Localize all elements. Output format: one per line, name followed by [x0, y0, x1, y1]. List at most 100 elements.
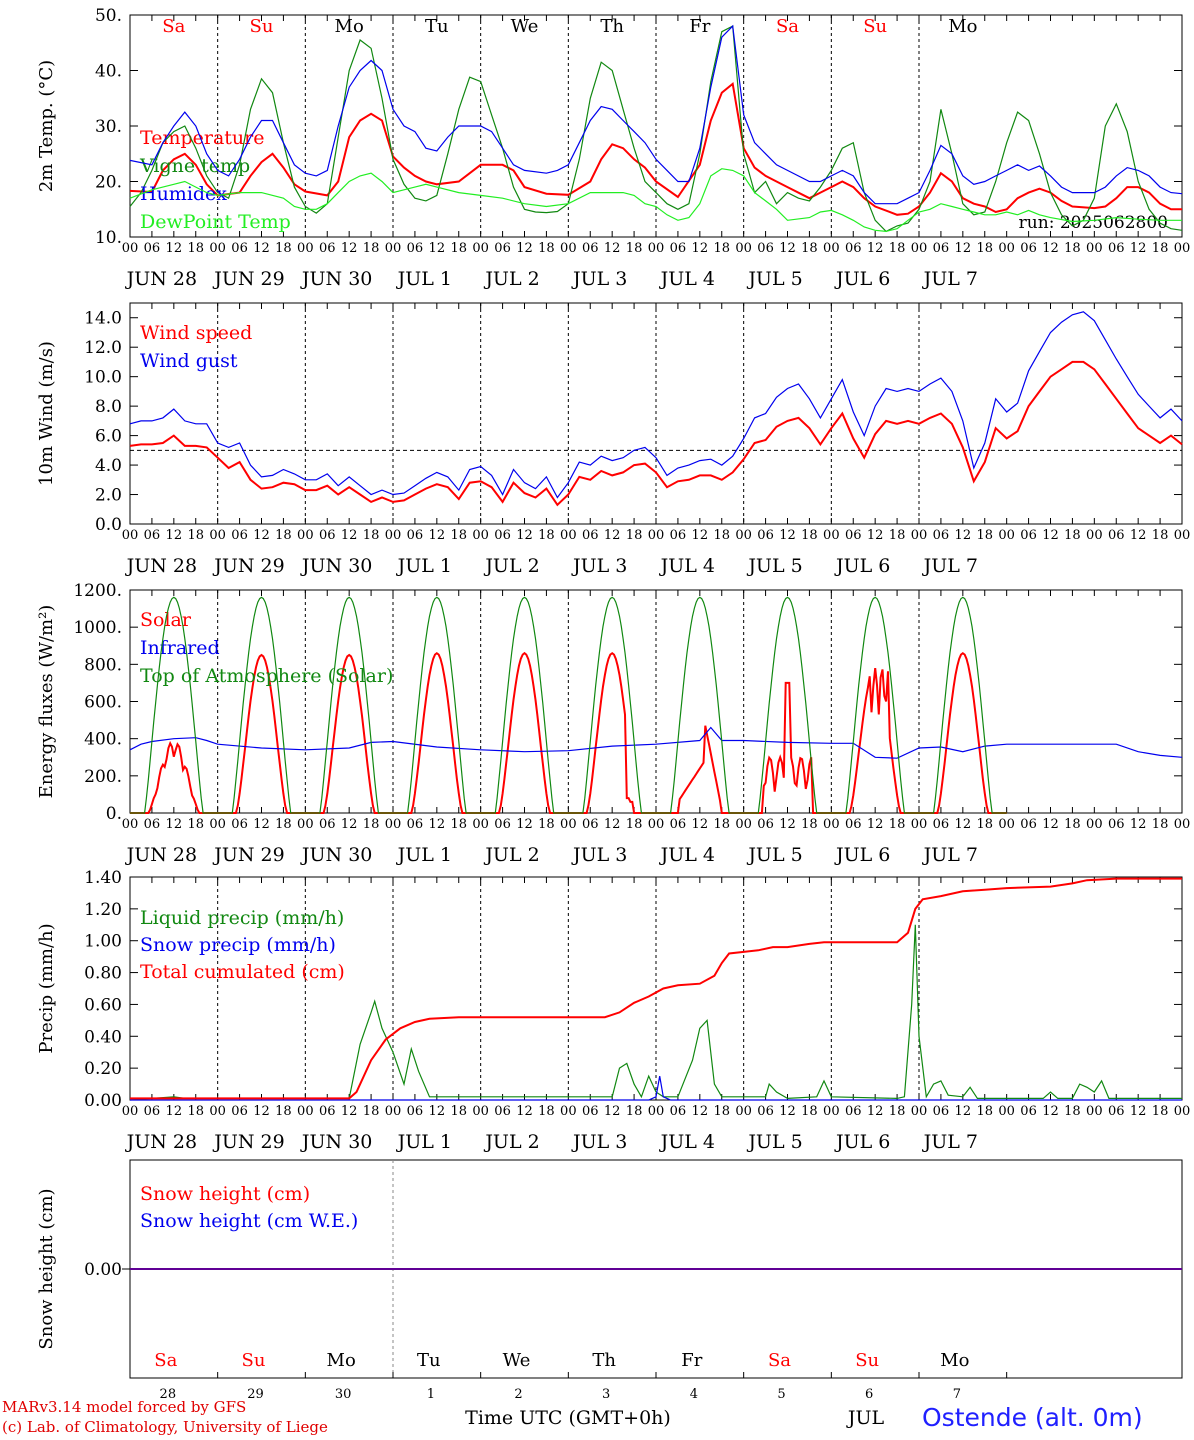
panel-energy-hour-label: 06 [494, 817, 511, 832]
panel-wind-ylabel: 10m Wind (m/s) [36, 341, 57, 486]
panel-snow-legend-red: Snow height (cm) [140, 1183, 310, 1205]
bottom-day-label: Sa [154, 1350, 177, 1371]
panel-precip-date-label: JUL 2 [483, 1131, 539, 1153]
panel-temp-hour-label: 12 [429, 241, 446, 256]
panel-temp-hour-label: 18 [363, 241, 380, 256]
panel-energy-hour-label: 12 [166, 817, 183, 832]
panel-precip-hour-label: 00 [735, 1104, 752, 1119]
panel-precip-hour-label: 18 [713, 1104, 730, 1119]
panel-energy-hour-label: 06 [1020, 817, 1037, 832]
panel-wind-hour-label: 06 [144, 528, 161, 543]
panel-wind-date-label: JUN 28 [125, 555, 197, 577]
credit-lab: (c) Lab. of Climatology, University of L… [2, 1418, 328, 1436]
bottom-day-label: Su [242, 1350, 266, 1371]
panel-temp-hour-label: 00 [998, 241, 1015, 256]
panel-temp-date-label: JUN 28 [125, 268, 197, 290]
panel-temp-date-label: JUN 30 [300, 268, 372, 290]
panel-temp-hour-label: 00 [297, 241, 314, 256]
panel-precip-hour-label: 00 [911, 1104, 928, 1119]
panel-temp-hour-label: 06 [582, 241, 599, 256]
panel-temp-hour-label: 00 [1174, 241, 1191, 256]
panel-precip-hour-label: 06 [319, 1104, 336, 1119]
bottom-day-label: Mo [940, 1350, 969, 1371]
panel-wind-hour-label: 18 [363, 528, 380, 543]
panel-energy-hour-label: 18 [450, 817, 467, 832]
panel-energy-hour-label: 06 [231, 817, 248, 832]
panel-precip-hour-label: 00 [209, 1104, 226, 1119]
panel-wind-hour-label: 12 [341, 528, 358, 543]
panel-precip-hour-label: 18 [801, 1104, 818, 1119]
panel-energy-hour-label: 18 [801, 817, 818, 832]
panel-temp-series-blue [129, 24, 1183, 205]
panel-energy-date-label: JUL 3 [571, 844, 627, 866]
panel-precip-hour-label: 18 [1064, 1104, 1081, 1119]
panel-energy-y-tick-label: 1200. [73, 581, 122, 601]
panel-temp-hour-label: 18 [187, 241, 204, 256]
panel-temp-hour-label: 06 [757, 241, 774, 256]
panel-temp-hour-label: 06 [407, 241, 424, 256]
day-label: Sa [162, 16, 185, 37]
panel-wind-date-label: JUL 5 [746, 555, 802, 577]
panel-energy-hour-label: 18 [1064, 817, 1081, 832]
panel-wind-hour-label: 18 [801, 528, 818, 543]
panel-wind-date-label: JUL 7 [922, 555, 978, 577]
panel-wind-hour-label: 00 [122, 528, 139, 543]
panel-temp-hour-label: 00 [209, 241, 226, 256]
panel-snow-y-tick-label: 0.00 [84, 1260, 122, 1280]
panel-energy-hour-label: 12 [867, 817, 884, 832]
panel-energy-hour-label: 18 [1152, 817, 1169, 832]
panel-wind-hour-label: 12 [1042, 528, 1059, 543]
bottom-day-label: Mo [327, 1350, 356, 1371]
panel-wind-hour-label: 12 [604, 528, 621, 543]
panel-energy-frame [129, 589, 1183, 814]
panel-precip-y-tick-label: 0.40 [84, 1027, 122, 1047]
panel-energy-hour-label: 18 [713, 817, 730, 832]
day-label: Fr [689, 16, 710, 37]
panel-precip-series-blue [130, 1075, 1182, 1101]
panel-energy-hour-label: 18 [976, 817, 993, 832]
panel-temp-hour-label: 00 [472, 241, 489, 256]
panel-wind-y-tick-label: 6.0 [95, 427, 122, 447]
panel-temp-legend-red: Temperature [140, 127, 264, 149]
panel-temp-hour-label: 00 [1086, 241, 1103, 256]
panel-precip-hour-label: 06 [144, 1104, 161, 1119]
panel-precip-hour-label: 18 [275, 1104, 292, 1119]
panel-wind-series-blue [129, 311, 1183, 499]
panel-precip-hour-label: 00 [560, 1104, 577, 1119]
panel-energy-date-label: JUN 28 [125, 844, 197, 866]
panel-precip-hour-label: 12 [253, 1104, 270, 1119]
panel-temp-hour-label: 18 [801, 241, 818, 256]
panel-wind-series-red [129, 360, 1183, 507]
panel-wind-hour-label: 00 [209, 528, 226, 543]
panel-energy-y-tick-label: 800. [84, 655, 122, 675]
panel-precip-date-label: JUL 1 [396, 1131, 452, 1153]
bottom-day-number: 5 [777, 1387, 785, 1402]
day-label: Sa [776, 16, 799, 37]
panel-energy-hour-label: 12 [516, 817, 533, 832]
panel-energy-hour-label: 06 [845, 817, 862, 832]
panel-energy-hour-label: 00 [472, 817, 489, 832]
panel-temp-hour-label: 00 [735, 241, 752, 256]
panel-energy-series-blue [129, 726, 1183, 759]
bottom-day-label: We [503, 1350, 531, 1371]
day-label: Su [863, 16, 887, 37]
panel-temp-date-label: JUL 6 [834, 268, 890, 290]
panel-wind-hour-label: 06 [407, 528, 424, 543]
panel-wind-hour-label: 18 [713, 528, 730, 543]
panel-temp-hour-label: 06 [1020, 241, 1037, 256]
panel-energy-hour-label: 12 [692, 817, 709, 832]
panel-energy-hour-label: 12 [1042, 817, 1059, 832]
day-label: We [511, 16, 539, 37]
panel-wind-hour-label: 12 [779, 528, 796, 543]
panel-energy-hour-label: 00 [735, 817, 752, 832]
panel-precip-hour-label: 12 [955, 1104, 972, 1119]
panel-wind-hour-label: 00 [472, 528, 489, 543]
panel-precip-hour-label: 00 [1174, 1104, 1191, 1119]
panel-precip-hour-label: 12 [1042, 1104, 1059, 1119]
panel-precip-hour-label: 06 [582, 1104, 599, 1119]
panel-temp-hour-label: 06 [319, 241, 336, 256]
panel-precip-y-tick-label: 0.60 [84, 995, 122, 1015]
panel-precip-hour-label: 18 [626, 1104, 643, 1119]
panel-wind-hour-label: 18 [538, 528, 555, 543]
